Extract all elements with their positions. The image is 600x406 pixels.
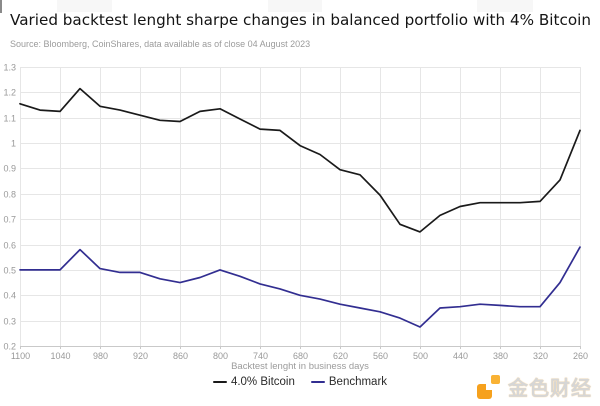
x-tick-label: 560 xyxy=(373,351,388,361)
page-top-artifact-strip xyxy=(0,0,600,13)
x-tick-label: 800 xyxy=(213,351,228,361)
y-tick-label: 0.2 xyxy=(3,342,16,352)
chart-title: Varied backtest lenght sharpe changes in… xyxy=(10,11,591,29)
x-tick-label: 500 xyxy=(413,351,428,361)
x-tick-label: 680 xyxy=(293,351,308,361)
jinse-watermark: 金色财经 xyxy=(476,372,592,401)
x-tick-label: 740 xyxy=(253,351,268,361)
line-swatch-icon xyxy=(212,381,227,383)
x-tick-label: 1100 xyxy=(11,351,30,361)
artifact-segment xyxy=(268,0,322,12)
x-tick-label: 380 xyxy=(493,351,508,361)
x-tick-label: 260 xyxy=(573,351,588,361)
y-tick-label: 0.9 xyxy=(3,164,16,174)
artifact-segment xyxy=(57,0,112,12)
series-line-4-0-bitcoin xyxy=(19,87,581,233)
chart-legend: 4.0% Bitcoin Benchmark xyxy=(0,376,600,388)
y-tick-label: 1.3 xyxy=(3,63,16,73)
y-tick-label: 1.1 xyxy=(3,114,16,124)
x-tick-label: 1040 xyxy=(50,351,70,361)
legend-item-4-0-bitcoin[interactable]: 4.0% Bitcoin xyxy=(212,376,295,388)
y-tick-label: 1 xyxy=(11,139,16,149)
legend-label: Benchmark xyxy=(328,376,388,388)
x-tick-label: 980 xyxy=(93,351,108,361)
chart-source: Source: Bloomberg, CoinShares, data avai… xyxy=(10,39,311,49)
series-line-benchmark xyxy=(19,246,581,328)
artifact-edge-tick xyxy=(0,0,2,13)
x-tick-label: 860 xyxy=(173,351,188,361)
y-tick-label: 0.5 xyxy=(3,266,16,276)
line-swatch-icon xyxy=(310,381,325,383)
legend-item-benchmark[interactable]: Benchmark xyxy=(310,376,388,388)
y-tick-label: 0.7 xyxy=(3,215,16,225)
x-tick-label: 620 xyxy=(333,351,348,361)
watermark-text: 金色财经 xyxy=(508,376,592,400)
x-tick-label: 320 xyxy=(533,351,548,361)
y-tick-label: 0.8 xyxy=(3,190,16,200)
y-tick-label: 1.2 xyxy=(3,88,16,98)
jinse-logo-icon xyxy=(477,374,500,399)
y-tick-label: 0.6 xyxy=(3,241,16,251)
y-tick-label: 0.3 xyxy=(3,317,16,327)
x-axis-title: Backtest lenght in business days xyxy=(231,361,369,372)
y-tick-label: 0.4 xyxy=(3,291,16,301)
artifact-segment xyxy=(477,0,533,12)
x-tick-label: 920 xyxy=(133,351,148,361)
legend-label: 4.0% Bitcoin xyxy=(230,376,295,388)
x-tick-label: 440 xyxy=(453,351,468,361)
